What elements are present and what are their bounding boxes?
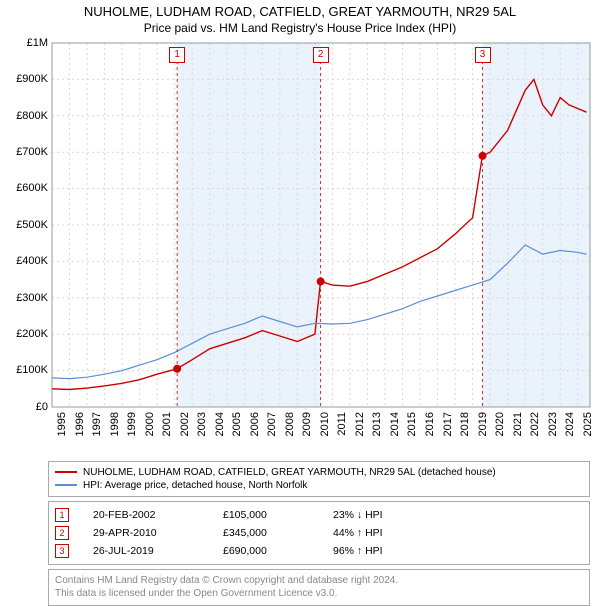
sale-marker-icon: 2 [55, 526, 69, 540]
chart-marker-1: 1 [169, 47, 185, 63]
x-axis-label: 2023 [547, 412, 559, 452]
x-axis-label: 2010 [319, 412, 331, 452]
x-axis-label: 2013 [371, 412, 383, 452]
footer-line: Contains HM Land Registry data © Crown c… [55, 574, 583, 588]
sales-box: 1 20-FEB-2002£105,00023% ↓ HPI 2 29-APR-201… [48, 501, 590, 565]
x-axis-label: 1998 [109, 412, 121, 452]
legend-item-hpi: HPI: Average price, detached house, Nort… [55, 479, 583, 492]
legend-swatch [55, 484, 77, 486]
sale-row: 1 20-FEB-2002£105,00023% ↓ HPI [55, 506, 583, 524]
x-axis-label: 2017 [442, 412, 454, 452]
legend-label: HPI: Average price, detached house, Nort… [83, 480, 307, 491]
x-axis-label: 2005 [231, 412, 243, 452]
x-axis-label: 1999 [126, 412, 138, 452]
x-axis-label: 1996 [74, 412, 86, 452]
x-axis-label: 2025 [582, 412, 594, 452]
footer-box: Contains HM Land Registry data © Crown c… [48, 569, 590, 606]
x-axis-label: 2015 [406, 412, 418, 452]
x-axis-label: 2001 [161, 412, 173, 452]
chart-container: NUHOLME, LUDHAM ROAD, CATFIELD, GREAT YA… [0, 0, 600, 590]
legend-box: NUHOLME, LUDHAM ROAD, CATFIELD, GREAT YA… [48, 461, 590, 497]
footer-line: This data is licensed under the Open Gov… [55, 587, 583, 601]
sale-date: 29-APR-2010 [93, 527, 223, 539]
sale-row: 3 26-JUL-2019£690,00096% ↑ HPI [55, 542, 583, 560]
x-axis-label: 2011 [336, 412, 348, 452]
x-axis-label: 2020 [494, 412, 506, 452]
sale-price: £105,000 [223, 509, 333, 521]
chart-svg [0, 37, 600, 457]
sale-price: £345,000 [223, 527, 333, 539]
legend-item-property: NUHOLME, LUDHAM ROAD, CATFIELD, GREAT YA… [55, 466, 583, 479]
x-axis-label: 1995 [56, 412, 68, 452]
x-axis-label: 2008 [284, 412, 296, 452]
sale-diff: 44% ↑ HPI [333, 527, 433, 539]
sale-diff: 96% ↑ HPI [333, 545, 433, 557]
chart-marker-2: 2 [313, 47, 329, 63]
y-axis-label: £500K [2, 219, 48, 231]
x-axis-label: 2014 [389, 412, 401, 452]
x-axis-label: 2018 [459, 412, 471, 452]
legend-label: NUHOLME, LUDHAM ROAD, CATFIELD, GREAT YA… [83, 467, 496, 478]
x-axis-label: 2021 [512, 412, 524, 452]
chart-title: NUHOLME, LUDHAM ROAD, CATFIELD, GREAT YA… [0, 0, 600, 21]
x-axis-label: 2012 [354, 412, 366, 452]
y-axis-label: £800K [2, 110, 48, 122]
chart-subtitle: Price paid vs. HM Land Registry's House … [0, 21, 600, 37]
y-axis-label: £600K [2, 182, 48, 194]
x-axis-label: 2019 [477, 412, 489, 452]
sale-diff: 23% ↓ HPI [333, 509, 433, 521]
chart-marker-3: 3 [475, 47, 491, 63]
y-axis-label: £900K [2, 73, 48, 85]
x-axis-label: 2000 [144, 412, 156, 452]
legend-swatch [55, 471, 77, 473]
y-axis-label: £400K [2, 255, 48, 267]
chart-area: 1 2 3 £0 £100K £200K £300K £400K £500K £600K £700K… [0, 37, 600, 457]
y-axis-label: £200K [2, 328, 48, 340]
y-axis-label: £700K [2, 146, 48, 158]
x-axis-label: 2006 [249, 412, 261, 452]
sale-price: £690,000 [223, 545, 333, 557]
x-axis-label: 1997 [91, 412, 103, 452]
y-axis-label: £300K [2, 292, 48, 304]
sale-marker-icon: 1 [55, 508, 69, 522]
sale-date: 26-JUL-2019 [93, 545, 223, 557]
sale-marker-icon: 3 [55, 544, 69, 558]
y-axis-label: £1M [2, 37, 48, 49]
sale-date: 20-FEB-2002 [93, 509, 223, 521]
x-axis-label: 2024 [564, 412, 576, 452]
x-axis-label: 2002 [179, 412, 191, 452]
x-axis-label: 2016 [424, 412, 436, 452]
x-axis-label: 2007 [266, 412, 278, 452]
x-axis-label: 2022 [529, 412, 541, 452]
x-axis-label: 2003 [196, 412, 208, 452]
y-axis-label: £100K [2, 364, 48, 376]
y-axis-label: £0 [2, 401, 48, 413]
x-axis-label: 2009 [301, 412, 313, 452]
sale-row: 2 29-APR-2010£345,00044% ↑ HPI [55, 524, 583, 542]
x-axis-label: 2004 [214, 412, 226, 452]
